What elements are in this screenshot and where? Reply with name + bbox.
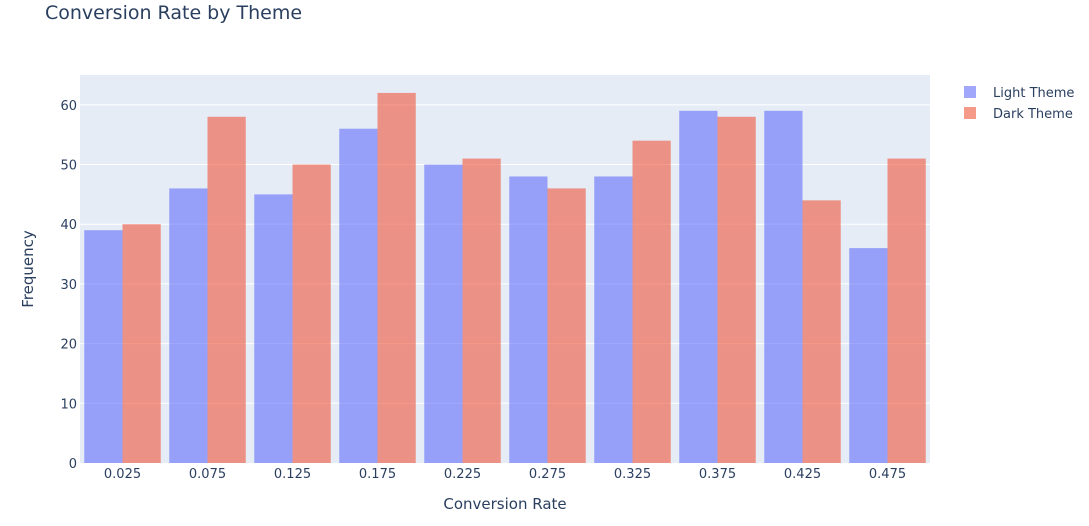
legend-swatch — [964, 107, 976, 119]
x-tick-label: 0.375 — [699, 467, 736, 482]
x-tick-label: 0.225 — [444, 467, 481, 482]
x-axis-label: Conversion Rate — [443, 495, 566, 513]
bar-light-theme[interactable] — [254, 194, 293, 463]
bar-light-theme[interactable] — [679, 110, 718, 464]
chart-title: Conversion Rate by Theme — [45, 2, 302, 24]
bar-light-theme[interactable] — [509, 176, 548, 463]
x-tick-label: 0.075 — [189, 467, 226, 482]
bar-dark-theme[interactable] — [547, 188, 586, 463]
bar-dark-theme[interactable] — [462, 158, 501, 464]
y-tick-label: 50 — [60, 159, 77, 174]
x-tick-label: 0.025 — [104, 467, 141, 482]
x-tick-label: 0.275 — [529, 467, 566, 482]
bar-dark-theme[interactable] — [887, 158, 926, 464]
bar-dark-theme[interactable] — [377, 92, 416, 464]
legend[interactable]: Light Theme Dark Theme — [964, 86, 1074, 122]
y-tick-label: 60 — [60, 99, 77, 114]
bar-light-theme[interactable] — [169, 188, 208, 463]
bar-light-theme[interactable] — [84, 230, 123, 463]
x-axis-ticks: 0.025 0.075 0.125 0.175 0.225 0.275 0.325 0.375… — [104, 467, 906, 482]
bars — [84, 92, 926, 464]
y-tick-label: 30 — [60, 278, 77, 293]
x-tick-label: 0.125 — [274, 467, 311, 482]
x-tick-label: 0.425 — [784, 467, 821, 482]
legend-label: Dark Theme — [993, 107, 1073, 122]
y-tick-label: 10 — [60, 397, 77, 412]
bar-light-theme[interactable] — [849, 248, 888, 463]
legend-item[interactable]: Dark Theme — [964, 107, 1073, 122]
bar-dark-theme[interactable] — [207, 116, 246, 464]
bar-light-theme[interactable] — [594, 176, 633, 463]
bar-dark-theme[interactable] — [122, 224, 161, 463]
bar-dark-theme[interactable] — [717, 116, 756, 464]
y-tick-label: 0 — [69, 457, 77, 472]
x-tick-label: 0.175 — [359, 467, 396, 482]
y-axis-ticks: 0 10 20 30 40 50 60 — [60, 99, 77, 472]
bar-dark-theme[interactable] — [802, 200, 841, 463]
x-tick-label: 0.325 — [614, 467, 651, 482]
y-tick-label: 40 — [60, 218, 77, 233]
legend-label: Light Theme — [993, 86, 1074, 101]
bar-dark-theme[interactable] — [292, 164, 331, 464]
y-axis-label: Frequency — [19, 230, 37, 308]
y-tick-label: 20 — [60, 338, 77, 353]
bar-light-theme[interactable] — [424, 164, 463, 464]
bar-light-theme[interactable] — [339, 128, 378, 463]
x-tick-label: 0.475 — [869, 467, 906, 482]
bar-light-theme[interactable] — [764, 110, 803, 464]
legend-item[interactable]: Light Theme — [964, 86, 1074, 101]
bar-dark-theme[interactable] — [632, 140, 671, 463]
legend-swatch — [964, 86, 976, 98]
